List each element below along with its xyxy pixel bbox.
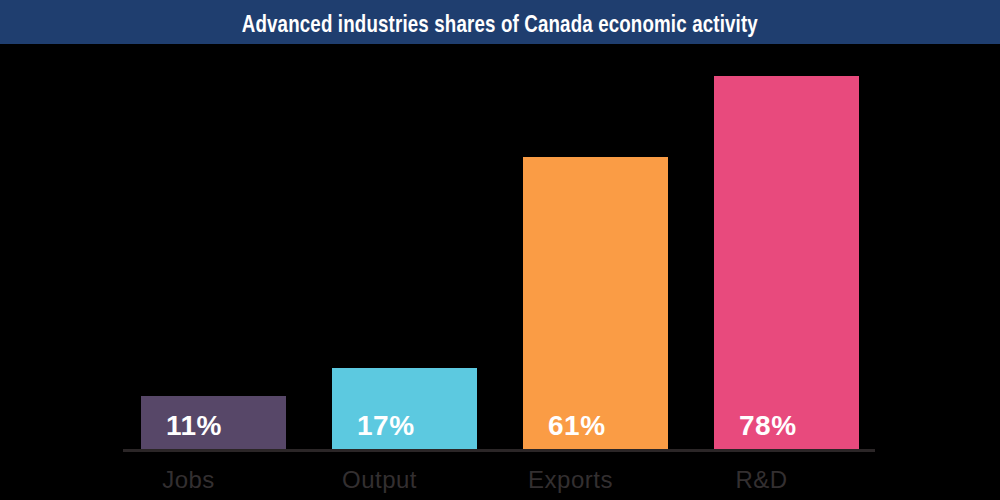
bar-category-label: Exports xyxy=(498,466,643,494)
bar-r-d: 78% xyxy=(714,76,859,449)
chart: Advanced industries shares of Canada eco… xyxy=(0,0,1000,500)
bar-category-label: Jobs xyxy=(116,466,261,494)
bar-value-label: 78% xyxy=(739,410,797,442)
bar-value-label: 11% xyxy=(166,410,222,442)
bar-category-label: R&D xyxy=(689,466,834,494)
x-axis-line xyxy=(123,449,875,452)
bar-value-label: 61% xyxy=(548,410,606,442)
plot-area: 11% Jobs 17% Output 61% Exports 78% R&D xyxy=(0,0,1000,500)
bar-value-label: 17% xyxy=(357,410,415,442)
bar-exports: 61% xyxy=(523,157,668,449)
bar-jobs: 11% xyxy=(141,396,286,449)
bar-output: 17% xyxy=(332,368,477,449)
bar-category-label: Output xyxy=(307,466,452,494)
